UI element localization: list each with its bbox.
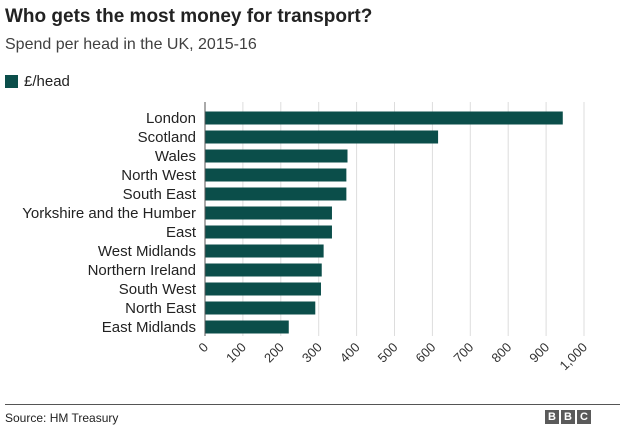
x-tick-label: 1,000 [557,340,591,374]
category-label: South East [123,186,197,203]
bar [205,206,332,220]
bar [205,244,324,258]
x-tick-label: 800 [488,340,514,366]
category-label: Scotland [138,129,196,146]
category-label: North West [121,167,197,184]
x-tick-label: 300 [299,340,325,366]
category-label: Northern Ireland [88,262,196,279]
x-tick-label: 700 [450,340,476,366]
chart-subtitle: Spend per head in the UK, 2015-16 [5,36,257,53]
source-note: Source: HM Treasury [5,411,119,425]
bar [205,187,347,201]
bar [205,263,322,277]
bar [205,130,439,144]
category-label: East Midlands [102,319,196,336]
bar [205,111,563,125]
x-tick-label: 500 [375,340,401,366]
x-tick-label: 400 [337,340,363,366]
category-label: London [146,110,196,127]
legend-swatch [5,75,18,88]
bar [205,168,347,182]
category-label: Yorkshire and the Humber [22,205,196,222]
bar [205,301,316,315]
bar [205,149,348,163]
category-labels: London Scotland Wales North West South East Y… [22,110,197,336]
x-tick-label: 200 [261,340,287,366]
legend-label: £/head [24,73,70,90]
bar-chart: London Scotland Wales North West South East Y… [22,102,590,374]
x-tick-label: 600 [413,340,439,366]
logo-letter: B [545,410,559,424]
logo-letter: B [561,410,575,424]
bar [205,282,321,296]
chart-title: Who gets the most money for transport? [5,6,373,27]
bar [205,225,332,239]
logo-letter: C [577,410,591,424]
x-tick-label: 0 [195,340,211,356]
category-label: West Midlands [98,243,196,260]
bars [205,111,563,334]
bbc-logo: B B C [545,410,591,424]
x-tick-label: 900 [526,340,552,366]
category-label: East [166,224,197,241]
category-label: North East [125,300,197,317]
legend: £/head [5,73,70,90]
x-axis-tick-labels: 0 100 200 300 400 500 600 700 800 900 1,000 [195,340,590,374]
category-label: Wales [155,148,196,165]
x-tick-label: 100 [223,340,249,366]
footer-divider [5,404,620,405]
category-label: South West [119,281,197,298]
bar [205,320,289,334]
